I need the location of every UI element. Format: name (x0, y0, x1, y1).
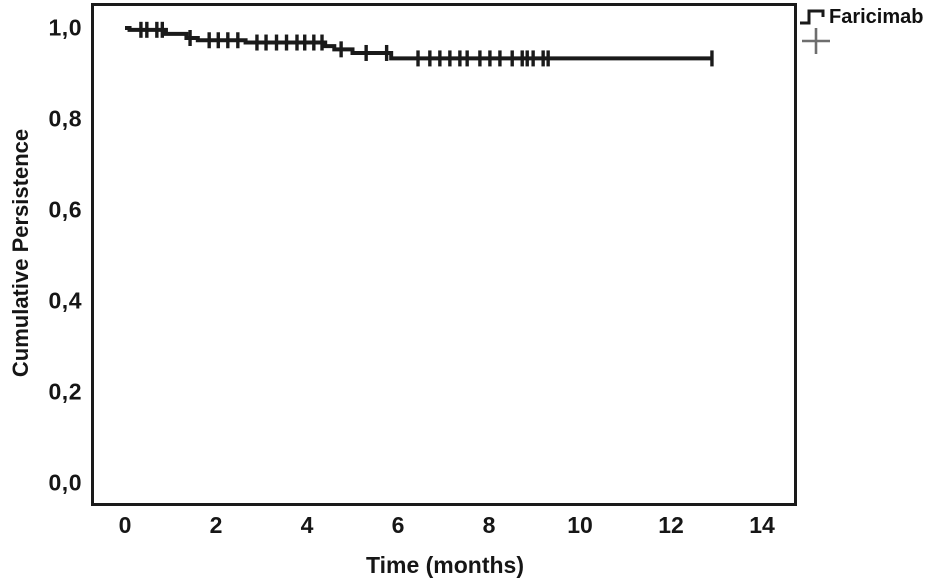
x-tick-label: 10 (567, 512, 593, 538)
y-tick-label: 0,4 (48, 287, 82, 314)
y-tick-label: 0,8 (48, 105, 82, 132)
y-tick-label: 0,2 (48, 378, 82, 405)
plot-area (91, 3, 797, 506)
x-tick-label: 14 (749, 512, 775, 538)
x-tick-label: 8 (482, 512, 496, 538)
y-tick-label: 1,0 (48, 14, 82, 41)
x-tick-label: 6 (391, 512, 405, 538)
y-tick-label: 0,6 (48, 196, 82, 223)
x-tick-label: 4 (300, 512, 314, 538)
legend-entry-faricimab: Faricimab (799, 5, 945, 29)
x-axis-title: Time (months) (365, 552, 525, 578)
x-tick-label: 12 (658, 512, 684, 538)
legend-censor-row (799, 28, 945, 54)
x-tick-label: 0 (118, 512, 132, 538)
y-tick-label: 0,0 (48, 469, 82, 496)
y-axis-title: Cumulative Persistence (8, 128, 33, 378)
legend-entry-label: Faricimab (829, 5, 924, 28)
legend-step-line-icon (800, 9, 825, 25)
legend: Faricimab (799, 5, 945, 54)
legend-censor-plus-icon (802, 28, 830, 54)
x-tick-label: 2 (209, 512, 223, 538)
